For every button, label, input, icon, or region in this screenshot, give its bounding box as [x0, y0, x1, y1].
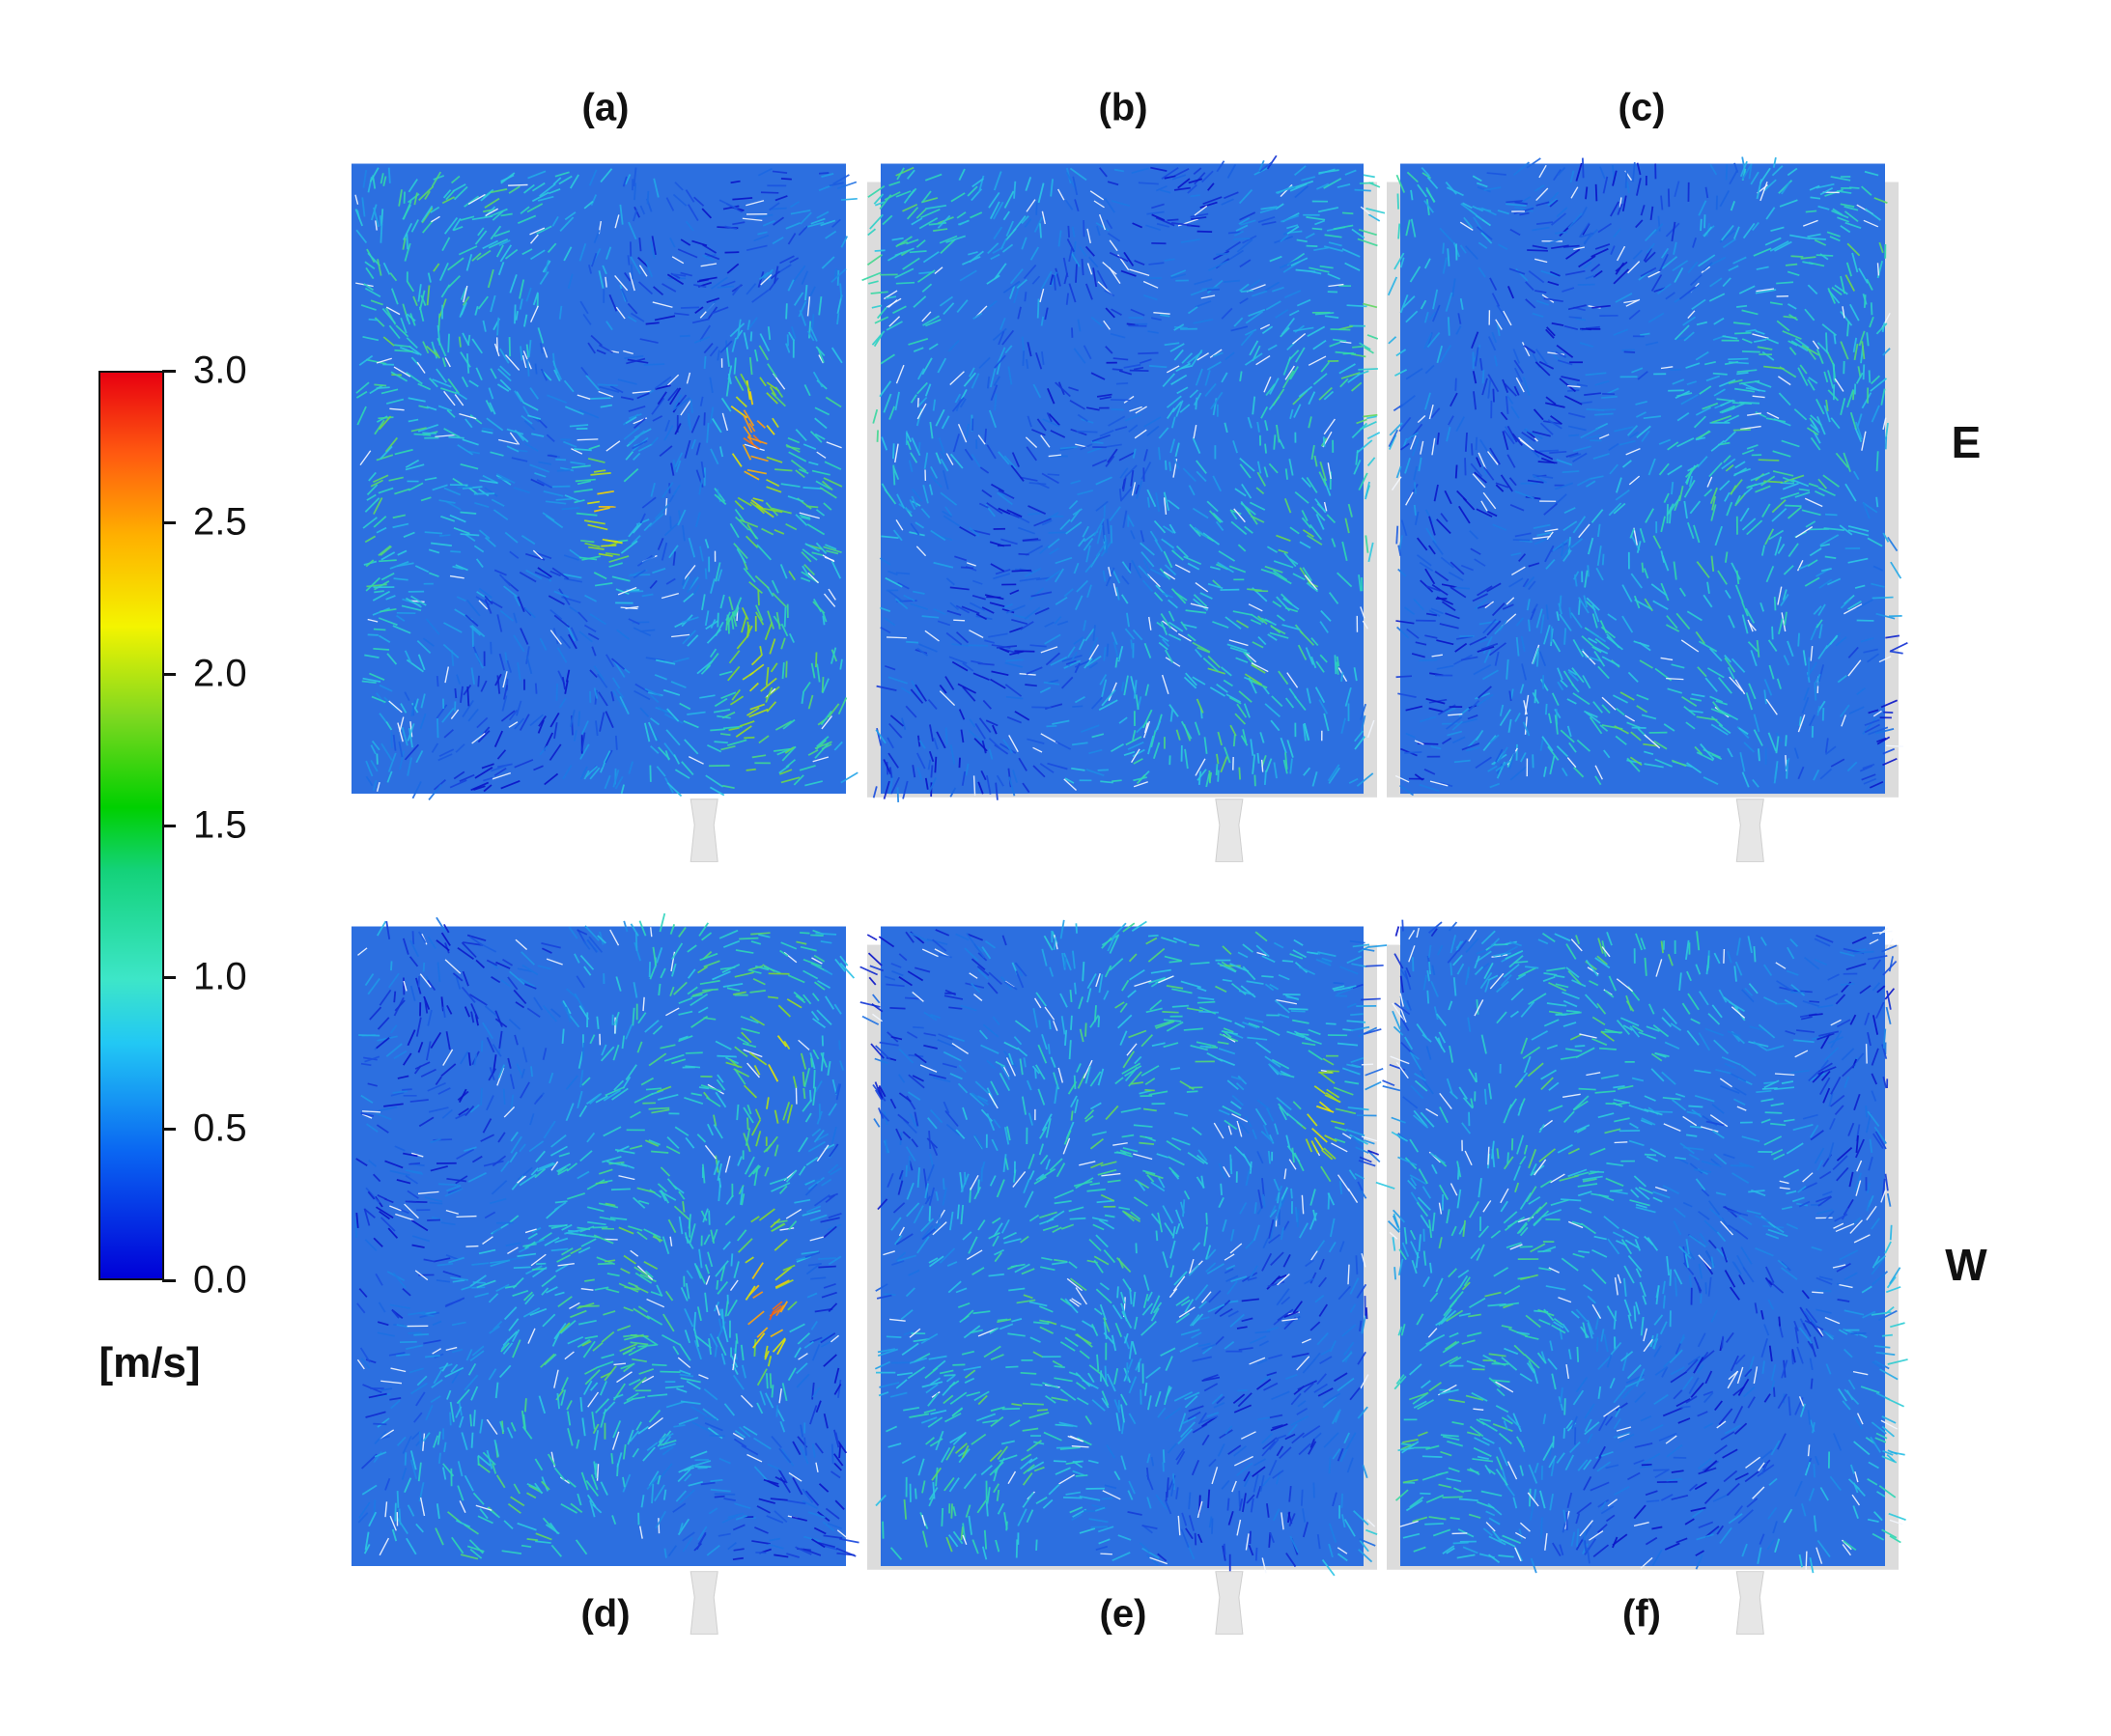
vector-arrows [354, 912, 859, 1561]
velocity-vector-plot [859, 919, 1388, 1635]
vector-arrows [859, 919, 1388, 1577]
velocity-vector-plot [1387, 156, 1908, 862]
nozzle-shape [1735, 1571, 1764, 1635]
colorbar-tick-label: 2.0 [193, 652, 247, 695]
colorbar-tick-label: 3.0 [193, 349, 247, 392]
colorbar-unit: [m/s] [99, 1339, 201, 1386]
vector-arrows [861, 154, 1386, 802]
velocity-vector-plot [1375, 919, 1908, 1635]
panel-d-velocity-field [348, 912, 859, 1635]
colorbar-tick-label: 0.5 [193, 1106, 247, 1150]
nozzle-shape [1215, 1571, 1244, 1635]
flow-domain [352, 163, 846, 795]
vector-arrows [1387, 156, 1908, 797]
nozzle-shape [1735, 798, 1764, 862]
flow-domain [881, 926, 1364, 1566]
vector-arrows [354, 167, 858, 800]
panel-e-velocity-field [859, 917, 1388, 1635]
colorbar-tick [162, 673, 176, 676]
panel-c-velocity-field [1387, 154, 1908, 862]
panel-label-f: (f) [1622, 1592, 1661, 1636]
panel-b-velocity-field [861, 154, 1386, 862]
panel-label-b: (b) [1098, 86, 1148, 129]
colorbar-tick [162, 1128, 176, 1131]
colorbar-tick [162, 521, 176, 524]
velocity-vector-plot [352, 912, 859, 1635]
colorbar-tick-label: 2.5 [193, 500, 247, 544]
colorbar-tick [162, 1279, 176, 1282]
panel-label-a: (a) [581, 86, 630, 129]
row-label-w: W [1945, 1240, 1987, 1290]
colorbar-tick-label: 1.0 [193, 955, 247, 998]
nozzle-shape [690, 1571, 718, 1635]
panel-label-d: (d) [580, 1592, 631, 1636]
flow-domain [352, 926, 846, 1566]
row-label-e: E [1951, 417, 1982, 467]
vector-arrows [1375, 919, 1908, 1574]
colorbar-tick [162, 370, 176, 373]
colorbar-tick [162, 976, 176, 979]
panel-f-velocity-field [1375, 917, 1908, 1635]
panel-a-velocity-field [348, 154, 858, 862]
colorbar-tick-label: 1.5 [193, 803, 247, 847]
panel-label-e: (e) [1099, 1592, 1147, 1636]
velocity-colorbar [99, 371, 164, 1280]
panel-label-c: (c) [1618, 86, 1666, 129]
colorbar-tick-label: 0.0 [193, 1258, 247, 1302]
velocity-vector-plot [861, 154, 1386, 862]
velocity-vector-plot [352, 163, 858, 862]
nozzle-shape [1215, 798, 1244, 862]
colorbar-tick [162, 825, 176, 827]
nozzle-shape [690, 798, 718, 862]
